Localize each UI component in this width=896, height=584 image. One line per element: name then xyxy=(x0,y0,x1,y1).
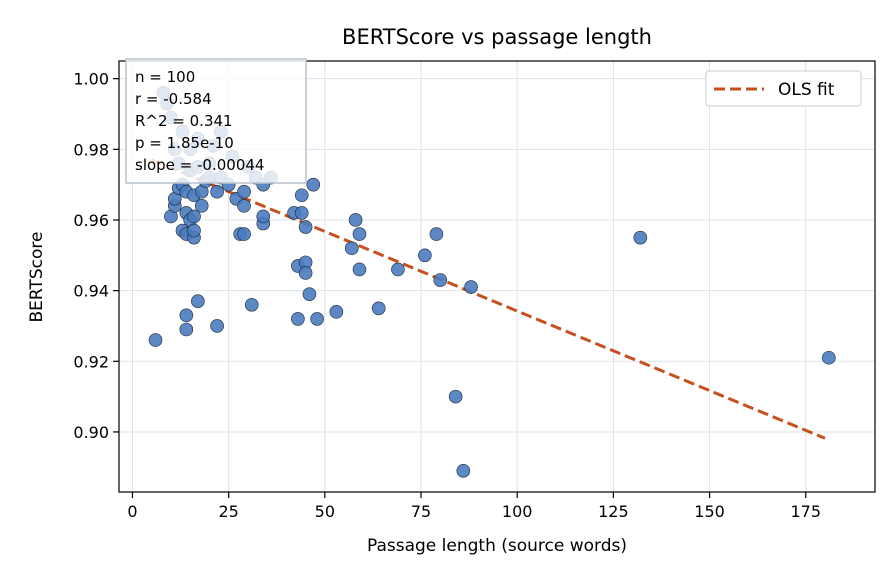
scatter-point xyxy=(298,220,313,234)
scatter-point xyxy=(148,333,163,347)
scatter-point xyxy=(418,248,432,263)
scatter-point xyxy=(433,273,448,287)
x-tick-label: 50 xyxy=(315,502,335,521)
y-tick-label: 0.96 xyxy=(73,211,109,230)
scatter-point xyxy=(310,312,324,326)
stats-box: n = 100 r = -0.584 R^2 = 0.341 p = 1.85e… xyxy=(125,58,307,184)
y-tick-label: 0.90 xyxy=(73,423,109,442)
scatter-point xyxy=(179,322,194,337)
plot-frame xyxy=(118,60,876,493)
x-tick-label: 25 xyxy=(218,502,238,521)
scatter-point xyxy=(391,262,405,277)
x-tick-label: 150 xyxy=(694,502,725,521)
scatter-point xyxy=(244,297,259,312)
y-tick-label: 0.94 xyxy=(73,282,109,301)
scatter-point xyxy=(822,350,836,365)
x-tick-label: 175 xyxy=(790,502,821,521)
stat-slope: slope = -0.00044 xyxy=(135,156,264,174)
scatter-point xyxy=(329,305,344,319)
scatter-point xyxy=(448,389,463,404)
scatter-point xyxy=(306,177,321,192)
scatter-point xyxy=(291,312,305,326)
y-tick-label: 0.92 xyxy=(73,352,109,371)
stat-p: p = 1.85e-10 xyxy=(135,134,234,152)
scatter-point xyxy=(237,199,251,213)
scatter-point xyxy=(633,230,648,245)
scatter-point xyxy=(187,223,201,238)
scatter-point xyxy=(371,301,386,316)
y-tick-label: 1.00 xyxy=(73,70,109,89)
stat-n: n = 100 xyxy=(135,68,195,86)
scatter-point xyxy=(352,262,367,277)
fit-layer xyxy=(151,158,826,440)
x-axis-label: Passage length (source words) xyxy=(367,536,627,556)
chart-title: BERTScore vs passage length xyxy=(342,25,652,49)
scatter-point xyxy=(179,308,194,323)
legend-label-ols-fit: OLS fit xyxy=(778,80,835,100)
scatter-point xyxy=(210,184,224,199)
scatter-point xyxy=(352,227,367,241)
stat-r: r = -0.584 xyxy=(135,90,212,108)
scatter-point xyxy=(191,294,205,309)
scatter-point xyxy=(187,209,201,224)
scatter-point xyxy=(237,184,251,199)
x-tick-label: 0 xyxy=(127,502,137,521)
scatter-point xyxy=(348,213,363,227)
scatter-point xyxy=(237,227,251,241)
scatter-point xyxy=(302,287,317,301)
ols-fit-line xyxy=(151,158,826,440)
y-tick-label: 0.98 xyxy=(73,140,109,159)
scatter-point xyxy=(294,188,309,203)
x-tick-label: 100 xyxy=(502,502,533,521)
scatter-point xyxy=(298,266,313,280)
x-tick-label: 125 xyxy=(598,502,629,521)
scatter-point xyxy=(194,199,209,213)
legend-frame xyxy=(705,70,862,107)
scatter-point xyxy=(464,280,478,294)
legend: OLS fit xyxy=(705,70,862,107)
scatter-point xyxy=(429,227,444,241)
scatter-point xyxy=(256,209,271,224)
stat-r-squared: R^2 = 0.341 xyxy=(135,112,233,130)
scatter-point xyxy=(456,464,471,478)
scatter-point xyxy=(210,319,224,333)
x-tick-label: 75 xyxy=(411,502,431,521)
y-axis-label: BERTScore xyxy=(27,232,47,323)
y-ticks: 0.90 0.92 0.94 0.96 0.98 1.00 xyxy=(73,70,119,442)
stats-box-frame xyxy=(125,58,307,184)
x-ticks: 0 25 50 75 100 125 150 175 xyxy=(127,492,821,521)
scatter-point xyxy=(344,241,359,256)
scatter-point xyxy=(294,206,309,220)
